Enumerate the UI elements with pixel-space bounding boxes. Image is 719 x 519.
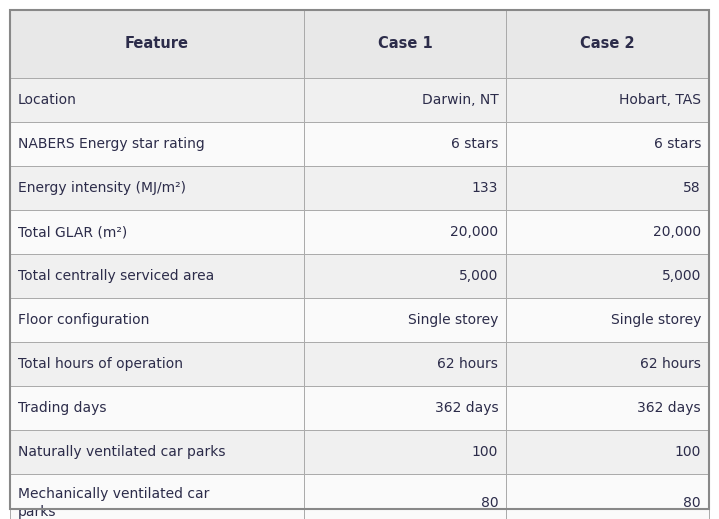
Bar	[303, 342, 506, 386]
Bar	[10, 210, 303, 254]
Text: Darwin, NT: Darwin, NT	[421, 93, 498, 107]
Text: 6 stars: 6 stars	[451, 137, 498, 151]
Bar	[506, 474, 709, 519]
Text: 362 days: 362 days	[435, 401, 498, 415]
Bar	[303, 210, 506, 254]
Bar	[10, 430, 303, 474]
Bar	[303, 166, 506, 210]
Bar	[303, 430, 506, 474]
Bar	[10, 78, 303, 122]
Text: Location: Location	[18, 93, 77, 107]
Text: 362 days: 362 days	[637, 401, 701, 415]
Bar	[506, 298, 709, 342]
Text: Trading days: Trading days	[18, 401, 106, 415]
Text: Floor configuration: Floor configuration	[18, 313, 150, 327]
Text: Feature: Feature	[125, 36, 189, 51]
Bar	[10, 10, 303, 78]
Text: Energy intensity (MJ/m²): Energy intensity (MJ/m²)	[18, 181, 186, 195]
Text: Naturally ventilated car parks: Naturally ventilated car parks	[18, 445, 226, 459]
Bar	[506, 210, 709, 254]
Text: Total hours of operation: Total hours of operation	[18, 357, 183, 371]
Bar	[10, 386, 303, 430]
Bar	[506, 78, 709, 122]
Bar	[303, 474, 506, 519]
Text: 20,000: 20,000	[653, 225, 701, 239]
Bar	[506, 342, 709, 386]
Bar	[303, 386, 506, 430]
Bar	[303, 298, 506, 342]
Text: 5,000: 5,000	[459, 269, 498, 283]
Text: 133: 133	[472, 181, 498, 195]
Text: Hobart, TAS: Hobart, TAS	[619, 93, 701, 107]
Text: Case 1: Case 1	[377, 36, 432, 51]
Bar	[10, 254, 303, 298]
Bar	[506, 10, 709, 78]
Bar	[303, 122, 506, 166]
Text: NABERS Energy star rating: NABERS Energy star rating	[18, 137, 205, 151]
Bar	[10, 474, 303, 519]
Bar	[506, 386, 709, 430]
Text: 80: 80	[481, 496, 498, 510]
Bar	[506, 430, 709, 474]
Text: Total GLAR (m²): Total GLAR (m²)	[18, 225, 127, 239]
Text: 6 stars: 6 stars	[654, 137, 701, 151]
Bar	[10, 342, 303, 386]
Text: 100: 100	[472, 445, 498, 459]
Bar	[10, 166, 303, 210]
Bar	[10, 298, 303, 342]
Text: 20,000: 20,000	[450, 225, 498, 239]
Bar	[506, 166, 709, 210]
Text: 80: 80	[683, 496, 701, 510]
Bar	[506, 254, 709, 298]
Text: Total centrally serviced area: Total centrally serviced area	[18, 269, 214, 283]
Text: 62 hours: 62 hours	[640, 357, 701, 371]
Bar	[303, 78, 506, 122]
Bar	[303, 10, 506, 78]
Text: Mechanically ventilated car
parks: Mechanically ventilated car parks	[18, 487, 209, 518]
Text: 100: 100	[674, 445, 701, 459]
Text: 5,000: 5,000	[661, 269, 701, 283]
Text: Case 2: Case 2	[580, 36, 635, 51]
Bar	[303, 254, 506, 298]
Text: Single storey: Single storey	[408, 313, 498, 327]
Bar	[10, 122, 303, 166]
Text: Single storey: Single storey	[610, 313, 701, 327]
Text: 58: 58	[683, 181, 701, 195]
Bar	[506, 122, 709, 166]
Text: 62 hours: 62 hours	[437, 357, 498, 371]
